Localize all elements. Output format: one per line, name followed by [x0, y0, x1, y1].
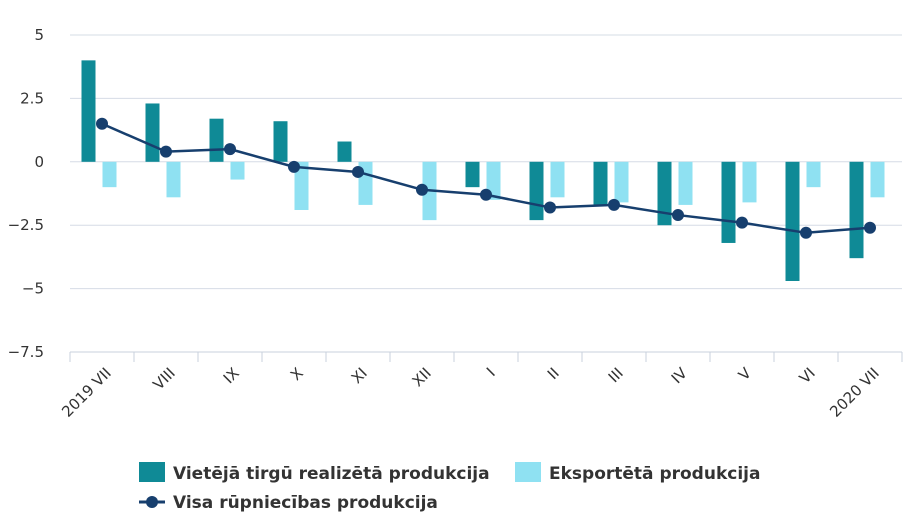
point-total-3: [224, 143, 236, 156]
x-tick-label: IV: [668, 364, 692, 388]
point-total-5: [352, 165, 364, 178]
bar-export-2: [166, 161, 181, 198]
point-total-10: [672, 209, 684, 222]
legend-label-export: Eksportētā produkcija: [549, 464, 760, 484]
point-total-6: [416, 183, 428, 196]
y-tick-label: −5: [22, 280, 44, 298]
point-total-13: [864, 221, 876, 234]
point-total-9: [608, 198, 620, 211]
x-tick-label: VIII: [149, 364, 178, 393]
y-tick-label: 2.5: [20, 89, 44, 107]
legend-marker-total: [146, 496, 158, 508]
x-tick-label: 2019 VII: [58, 364, 115, 421]
x-tick-label: 2020 VII: [826, 364, 883, 421]
legend-label-domestic: Vietējā tirgū realizētā produkcija: [173, 464, 490, 484]
point-total-2: [160, 145, 172, 158]
y-tick-label: 0: [34, 153, 44, 171]
x-tick-label: III: [605, 364, 627, 386]
bars: [81, 60, 885, 281]
x-tick-label: VI: [796, 364, 819, 387]
y-tick-label: −7.5: [8, 343, 44, 361]
bar-domestic-13: [849, 161, 864, 259]
point-total-7: [480, 188, 492, 201]
legend-label-total: Visa rūpniecības produkcija: [173, 493, 438, 513]
point-total-8: [544, 201, 556, 214]
grid-lines: [70, 34, 902, 290]
legend-swatch-export: [515, 462, 541, 482]
x-tick-label: X: [287, 364, 307, 384]
bar-export-4: [294, 161, 309, 210]
y-tick-label: 5: [34, 26, 44, 44]
bar-domestic-5: [337, 141, 352, 162]
bar-export-13: [870, 161, 885, 198]
bar-export-9: [614, 161, 629, 203]
x-tick-label: XI: [348, 364, 371, 387]
bar-export-10: [678, 161, 693, 205]
legend: Vietējā tirgū realizētā produkcija Ekspor…: [139, 462, 760, 513]
point-total-11: [736, 216, 748, 229]
point-total-4: [288, 160, 300, 173]
bar-domestic-4: [273, 121, 288, 162]
bar-domestic-12: [785, 161, 800, 281]
x-tick-label: I: [483, 364, 499, 380]
bar-export-3: [230, 161, 245, 180]
bar-domestic-1: [81, 60, 96, 162]
point-total-1: [96, 117, 108, 130]
legend-swatch-domestic: [139, 462, 165, 482]
y-axis: 5 2.5 0 −2.5 −5 −7.5: [8, 26, 44, 361]
bar-domestic-10: [657, 161, 672, 226]
bar-export-1: [102, 161, 117, 188]
bar-domestic-7: [465, 161, 480, 188]
bar-domestic-8: [529, 161, 544, 221]
line-series: [96, 117, 876, 239]
bar-domestic-11: [721, 161, 736, 243]
x-tick-label: II: [544, 364, 563, 383]
bar-export-11: [742, 161, 757, 203]
bar-export-12: [806, 161, 821, 188]
x-tick-label: IX: [220, 364, 243, 387]
x-tick-label: V: [735, 364, 756, 385]
y-tick-label: −2.5: [8, 216, 44, 234]
x-axis: 2019 VII VIII IX X XI XII I II III IV V VI 2020 VII: [58, 351, 903, 421]
bar-domestic-3: [209, 118, 224, 162]
bar-domestic-2: [145, 103, 160, 162]
bar-domestic-9: [593, 161, 608, 205]
point-total-12: [800, 226, 812, 239]
bar-export-8: [550, 161, 565, 198]
x-tick-label: XII: [409, 364, 435, 390]
